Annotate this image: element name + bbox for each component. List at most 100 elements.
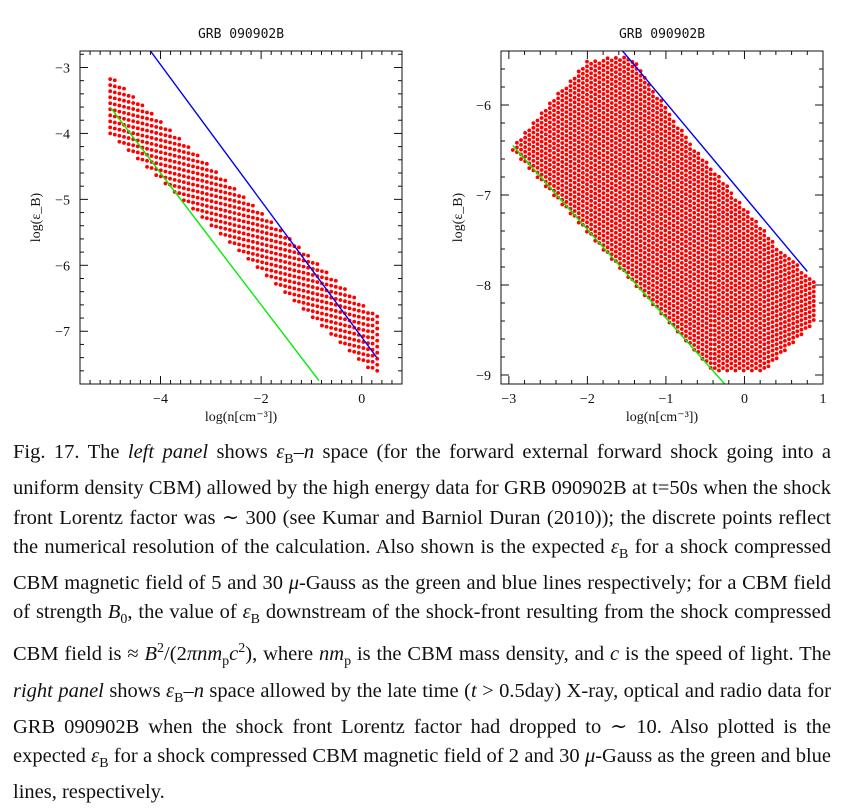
data-point <box>696 246 701 250</box>
data-point <box>646 229 651 234</box>
data-point <box>622 263 627 268</box>
data-point <box>642 265 647 269</box>
data-point <box>218 225 223 230</box>
data-point <box>712 200 717 205</box>
data-point <box>568 117 573 121</box>
data-point <box>622 216 627 221</box>
data-point <box>223 184 228 189</box>
caption-fragment: /(2 <box>164 643 187 666</box>
data-point <box>754 233 758 238</box>
data-point <box>638 201 643 206</box>
data-point <box>613 103 618 108</box>
data-point <box>667 282 672 287</box>
data-point <box>684 334 688 338</box>
data-point <box>560 145 565 150</box>
data-point <box>774 290 779 295</box>
data-point <box>684 324 688 329</box>
data-point <box>246 256 251 261</box>
data-point <box>675 221 680 225</box>
data-point <box>679 180 684 185</box>
data-point <box>688 180 692 185</box>
data-point <box>246 208 251 213</box>
data-point <box>108 131 113 136</box>
data-point <box>725 354 730 359</box>
data-point <box>675 268 680 273</box>
data-point <box>568 211 573 216</box>
data-point <box>642 222 647 227</box>
data-point <box>700 238 705 243</box>
data-point <box>589 184 594 189</box>
data-point <box>803 278 808 283</box>
data-point <box>684 173 688 178</box>
data-point <box>613 150 618 155</box>
data-point <box>149 111 154 116</box>
data-point <box>626 161 631 166</box>
data-point <box>609 110 614 115</box>
data-point <box>605 193 610 198</box>
data-point <box>638 135 643 140</box>
data-point <box>783 301 787 305</box>
data-point <box>634 208 639 213</box>
data-point <box>733 236 738 241</box>
data-point <box>651 193 655 198</box>
data-point <box>618 256 622 261</box>
data-point <box>667 131 672 136</box>
data-point <box>593 224 598 229</box>
data-point <box>688 170 692 175</box>
data-point <box>692 182 697 187</box>
data-point <box>131 143 136 148</box>
data-point <box>613 221 618 226</box>
x-tick-label: −3 <box>501 392 516 407</box>
data-point <box>622 164 627 169</box>
data-point <box>741 293 746 297</box>
data-point <box>807 324 812 329</box>
data-point <box>324 282 329 287</box>
data-point <box>758 359 763 363</box>
data-point <box>741 368 746 373</box>
caption-fragment: – <box>183 679 194 702</box>
data-point <box>168 140 172 145</box>
data-point <box>692 220 697 225</box>
data-point <box>543 165 548 170</box>
data-point <box>712 233 717 238</box>
data-point <box>725 198 730 203</box>
data-point <box>168 146 172 151</box>
data-point <box>552 160 556 165</box>
data-point <box>572 90 577 95</box>
data-point <box>556 115 561 120</box>
data-point <box>122 86 126 91</box>
data-point <box>556 96 561 101</box>
data-point <box>609 58 614 63</box>
data-point <box>741 307 746 311</box>
data-point <box>655 167 659 172</box>
data-point <box>766 302 771 307</box>
data-point <box>613 108 618 112</box>
data-point <box>580 152 585 156</box>
data-point <box>663 119 668 124</box>
data-point <box>618 247 622 252</box>
data-point <box>556 162 561 167</box>
data-point <box>659 231 664 236</box>
data-point <box>634 265 639 270</box>
data-point <box>646 257 651 262</box>
data-point <box>108 95 113 100</box>
data-point <box>547 125 552 129</box>
data-point <box>638 130 643 135</box>
data-point <box>251 203 255 208</box>
data-point <box>297 245 301 250</box>
data-point <box>568 154 573 159</box>
data-point <box>292 280 297 285</box>
data-point <box>729 285 734 290</box>
data-point <box>787 342 791 346</box>
data-point <box>655 290 659 295</box>
data-point <box>593 130 598 135</box>
data-point <box>356 314 361 319</box>
data-point <box>774 257 779 261</box>
data-point <box>671 195 676 200</box>
data-point <box>712 281 717 285</box>
data-point <box>663 105 668 110</box>
data-point <box>609 247 614 252</box>
data-point <box>585 158 589 163</box>
data-point <box>186 193 191 198</box>
data-point <box>700 295 705 300</box>
